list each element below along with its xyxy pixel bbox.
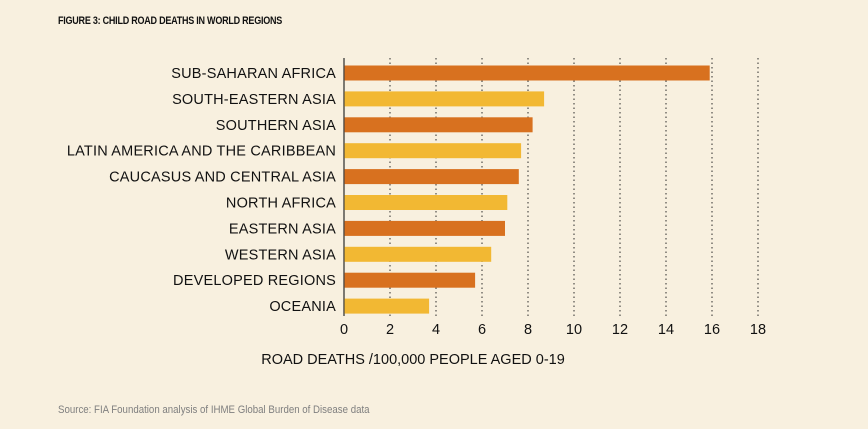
bars: [344, 65, 710, 314]
x-tick-label: 18: [750, 322, 766, 338]
category-labels: SUB-SAHARAN AFRICA SOUTH-EASTERN ASIA SOUT…: [67, 66, 336, 315]
bar: [344, 117, 533, 133]
x-tick-label: 12: [612, 322, 628, 338]
x-tick-label: 10: [566, 322, 582, 338]
bar: [344, 91, 545, 107]
bar: [344, 298, 430, 314]
category-label: SOUTH-EASTERN ASIA: [172, 92, 336, 108]
category-label: WESTERN ASIA: [225, 247, 336, 263]
bar: [344, 220, 505, 236]
category-label: SOUTHERN ASIA: [216, 118, 336, 134]
x-tick-label: 16: [704, 322, 720, 338]
x-tick-label: 4: [432, 322, 440, 338]
x-tick-label: 0: [340, 322, 348, 338]
x-tick-label: 8: [524, 322, 532, 338]
bar: [344, 65, 710, 81]
category-label: LATIN AMERICA AND THE CARIBBEAN: [67, 144, 336, 160]
x-axis-title: ROAD DEATHS /100,000 PEOPLE AGED 0-19: [261, 352, 565, 368]
category-label: DEVELOPED REGIONS: [173, 273, 336, 289]
source-note: Source: FIA Foundation analysis of IHME …: [58, 404, 370, 416]
x-tick-label: 2: [386, 322, 394, 338]
bar: [344, 195, 508, 210]
figure-title: FIGURE 3: CHILD ROAD DEATHS IN WORLD REG…: [58, 15, 283, 27]
category-label: EASTERN ASIA: [229, 221, 336, 237]
grid-lines: [343, 58, 759, 316]
x-tick-labels: 0 2 4 6 8 10 12 14 16 18: [340, 322, 766, 338]
bar: [344, 272, 476, 288]
category-label: CAUCASUS AND CENTRAL ASIA: [109, 170, 336, 186]
bar: [344, 246, 492, 262]
bar: [344, 143, 522, 159]
category-label: OCEANIA: [269, 299, 336, 315]
x-tick-label: 14: [658, 322, 674, 338]
category-label: NORTH AFRICA: [226, 196, 336, 212]
x-tick-label: 6: [478, 322, 486, 338]
category-label: SUB-SAHARAN AFRICA: [171, 66, 336, 82]
bar: [344, 169, 519, 185]
